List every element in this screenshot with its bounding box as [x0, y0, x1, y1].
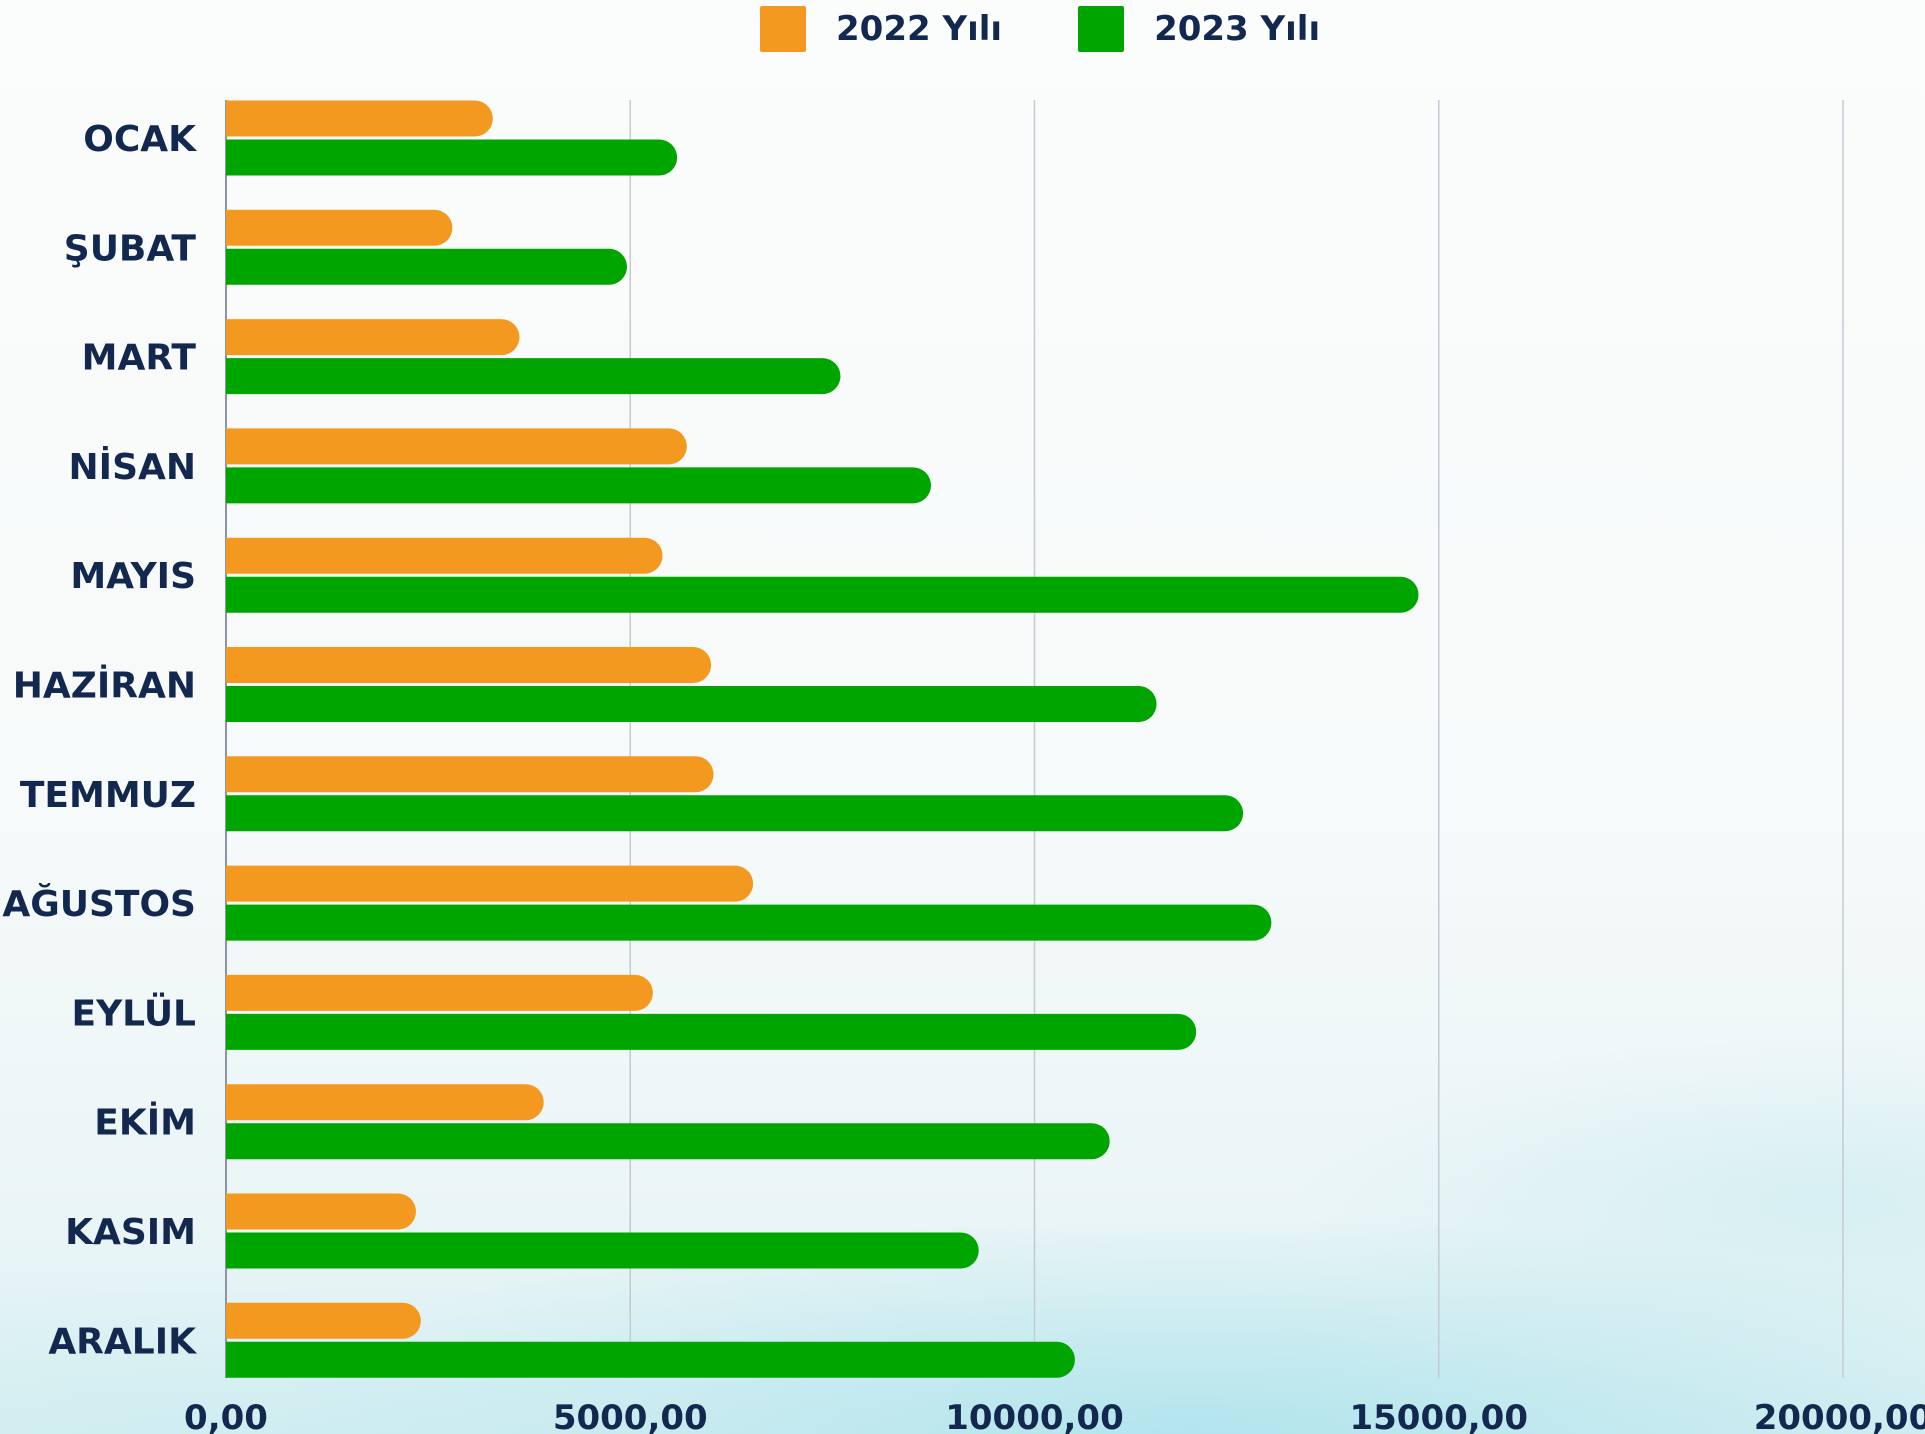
bar-2023 — [226, 905, 1271, 941]
category-label: MAYIS — [70, 556, 196, 597]
bar-2022 — [226, 428, 687, 464]
category-label: NİSAN — [69, 446, 196, 488]
bar-2023 — [226, 1342, 1075, 1378]
bar-2023 — [226, 686, 1157, 722]
x-tick-label: 5000,00 — [553, 1398, 708, 1434]
bar-2022 — [226, 538, 663, 574]
bar-2022 — [226, 975, 653, 1011]
category-label: MART — [82, 338, 197, 379]
bar-2023 — [226, 795, 1243, 831]
bar-2022 — [226, 756, 714, 792]
category-label: AĞUSTOS — [2, 883, 196, 925]
bar-2023 — [226, 1233, 979, 1269]
x-tick-label: 15000,00 — [1349, 1398, 1528, 1434]
bar-2022 — [226, 319, 519, 355]
x-tick-label: 20000,00 — [1754, 1398, 1925, 1434]
bar-2022 — [226, 210, 452, 246]
bar-2022 — [226, 101, 493, 137]
category-label: ŞUBAT — [64, 228, 197, 269]
bar-2022 — [226, 1303, 421, 1339]
bar-2023 — [226, 577, 1419, 613]
category-label: EKİM — [94, 1102, 196, 1144]
bar-2023 — [226, 1123, 1110, 1159]
bar-2023 — [226, 467, 931, 503]
x-tick-label: 10000,00 — [945, 1398, 1124, 1434]
bar-2023 — [226, 140, 677, 176]
category-label: EYLÜL — [72, 992, 197, 1034]
bar-2022 — [226, 866, 753, 902]
category-label: TEMMUZ — [20, 775, 196, 816]
bar-2023 — [226, 1014, 1196, 1050]
category-label: OCAK — [83, 119, 197, 160]
bar-2023 — [226, 358, 840, 394]
category-label: KASIM — [65, 1212, 196, 1253]
bar-2023 — [226, 249, 627, 285]
bar-2022 — [226, 1194, 416, 1230]
bar-2022 — [226, 1084, 544, 1120]
x-tick-label: 0,00 — [184, 1398, 268, 1434]
category-label: ARALIK — [48, 1321, 197, 1362]
category-label: HAZİRAN — [13, 665, 196, 707]
bar-2022 — [226, 647, 711, 683]
